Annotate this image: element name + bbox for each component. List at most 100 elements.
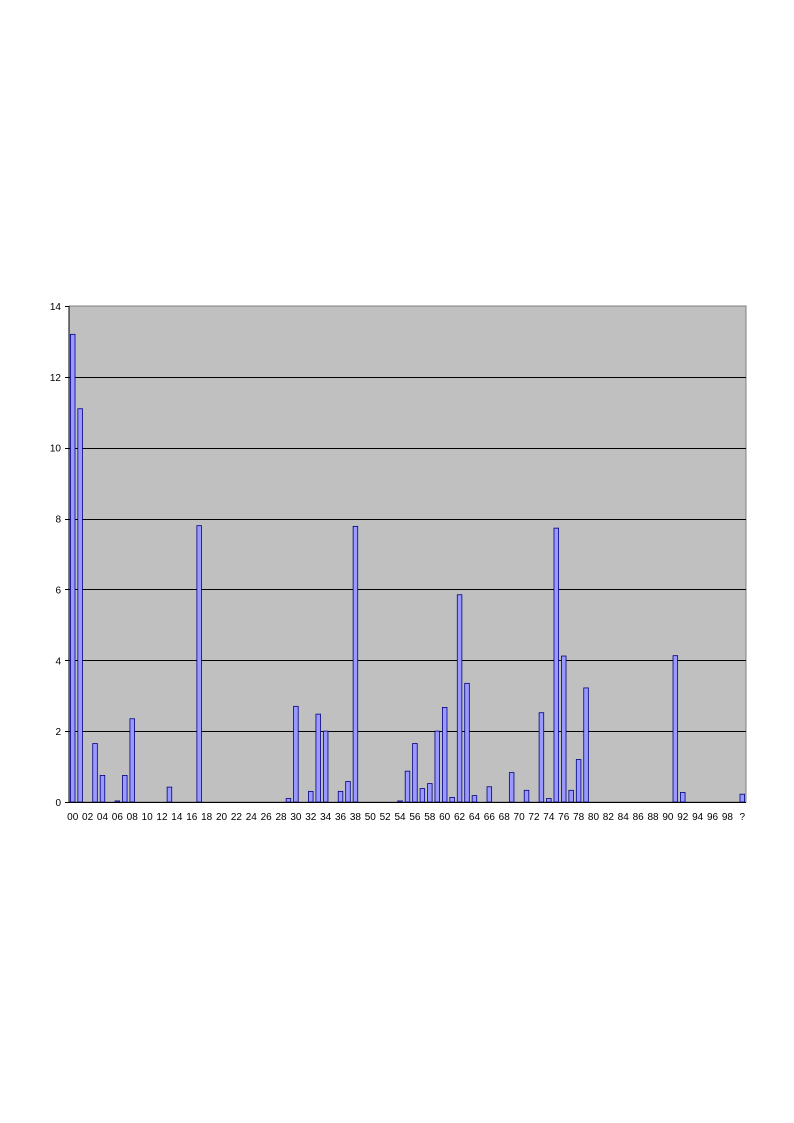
- bar: [680, 792, 686, 803]
- bar: [293, 705, 299, 803]
- bar: [166, 786, 173, 803]
- x-tick-label: 18: [201, 812, 213, 823]
- bar: [546, 798, 552, 803]
- x-axis-tick-labels: 00 02 04 06 08 10 12 14 16 18 20 22 24 26 28 30 32 34 36 38…: [67, 812, 745, 823]
- y-tick-label: 10: [50, 444, 62, 455]
- y-axis-tick-labels: 0 2 4 6 8 10 12 14: [50, 302, 62, 809]
- bar: [114, 800, 121, 803]
- x-tick-label: 56: [409, 812, 421, 823]
- x-tick-label: 08: [127, 812, 139, 823]
- x-tick-label: 88: [647, 812, 659, 823]
- bar: [345, 781, 351, 803]
- x-tick-label: 62: [454, 812, 466, 823]
- x-tick-label: 54: [394, 812, 406, 823]
- bar: [337, 790, 344, 803]
- x-tick-label: 64: [469, 812, 481, 823]
- gridlines: [69, 377, 746, 732]
- bar: [122, 775, 128, 803]
- x-tick-label: 90: [662, 812, 674, 823]
- x-tick-label: 00: [67, 812, 79, 823]
- bar: [308, 790, 314, 803]
- x-tick-label: 36: [335, 812, 347, 823]
- bar: [561, 655, 567, 803]
- x-tick-label: 60: [439, 812, 451, 823]
- x-tick-label: 32: [305, 812, 317, 823]
- x-tick-label: 20: [216, 812, 228, 823]
- x-tick-label: 26: [261, 812, 273, 823]
- x-tick-label: 52: [380, 812, 392, 823]
- x-tick-label: 68: [499, 812, 511, 823]
- x-tick-label: 96: [707, 812, 719, 823]
- bar: [70, 333, 76, 803]
- plot-area: [68, 305, 747, 803]
- y-tick-label: 12: [50, 373, 62, 384]
- bar: [434, 730, 440, 803]
- x-tick-label: 50: [365, 812, 377, 823]
- bar: [456, 594, 463, 803]
- bar: [397, 800, 403, 803]
- axes: [65, 306, 746, 803]
- x-tick-label: 82: [603, 812, 615, 823]
- bar: [129, 718, 135, 803]
- bar: [99, 775, 106, 803]
- x-tick-label: 76: [558, 812, 570, 823]
- y-tick-label: 2: [55, 727, 61, 738]
- x-tick-label: ?: [739, 812, 745, 823]
- y-tick-label: 0: [55, 798, 61, 809]
- bar: [412, 743, 418, 803]
- x-tick-label: 86: [633, 812, 645, 823]
- x-tick-label: 74: [543, 812, 555, 823]
- y-tick-label: 14: [50, 302, 62, 313]
- x-tick-label: 14: [171, 812, 183, 823]
- x-tick-label: 12: [156, 812, 168, 823]
- x-tick-label: 58: [424, 812, 436, 823]
- bar: [285, 798, 292, 803]
- x-tick-label: 24: [246, 812, 258, 823]
- bar: [523, 789, 530, 803]
- bar: [464, 682, 470, 803]
- bar: [471, 795, 478, 803]
- bar: [92, 743, 98, 803]
- x-tick-label: 92: [677, 812, 689, 823]
- bar: [739, 793, 745, 803]
- x-tick-label: 22: [231, 812, 243, 823]
- x-tick-label: 28: [275, 812, 287, 823]
- y-tick-label: 6: [55, 585, 61, 596]
- bar: [575, 759, 582, 803]
- x-tick-label: 70: [514, 812, 526, 823]
- x-tick-label: 38: [350, 812, 362, 823]
- x-tick-label: 30: [290, 812, 302, 823]
- bar: [672, 655, 679, 803]
- bar: [196, 525, 202, 803]
- x-tick-label: 84: [618, 812, 630, 823]
- bar: [77, 408, 83, 803]
- bar: [508, 772, 515, 803]
- x-tick-label: 16: [186, 812, 198, 823]
- x-tick-label: 94: [692, 812, 704, 823]
- bar: [419, 788, 426, 803]
- bar: [404, 770, 411, 803]
- x-tick-label: 02: [82, 812, 94, 823]
- bar: [441, 707, 448, 803]
- x-tick-label: 98: [722, 812, 734, 823]
- x-tick-label: 06: [112, 812, 124, 823]
- x-tick-label: 78: [573, 812, 585, 823]
- bar: [583, 687, 589, 803]
- bar: [486, 786, 493, 803]
- x-tick-label: 10: [142, 812, 154, 823]
- y-tick-label: 8: [55, 515, 61, 526]
- bar: [538, 712, 545, 803]
- x-tick-label: 66: [484, 812, 496, 823]
- bar: [322, 730, 329, 803]
- bar: [568, 789, 574, 803]
- bar: [553, 527, 559, 803]
- bar: [352, 525, 359, 803]
- bar-series: [70, 333, 745, 803]
- x-tick-label: 34: [320, 812, 332, 823]
- x-tick-label: 80: [588, 812, 600, 823]
- x-tick-label: 04: [97, 812, 109, 823]
- x-tick-label: 72: [528, 812, 540, 823]
- bar: [315, 713, 321, 803]
- bar: [427, 783, 433, 803]
